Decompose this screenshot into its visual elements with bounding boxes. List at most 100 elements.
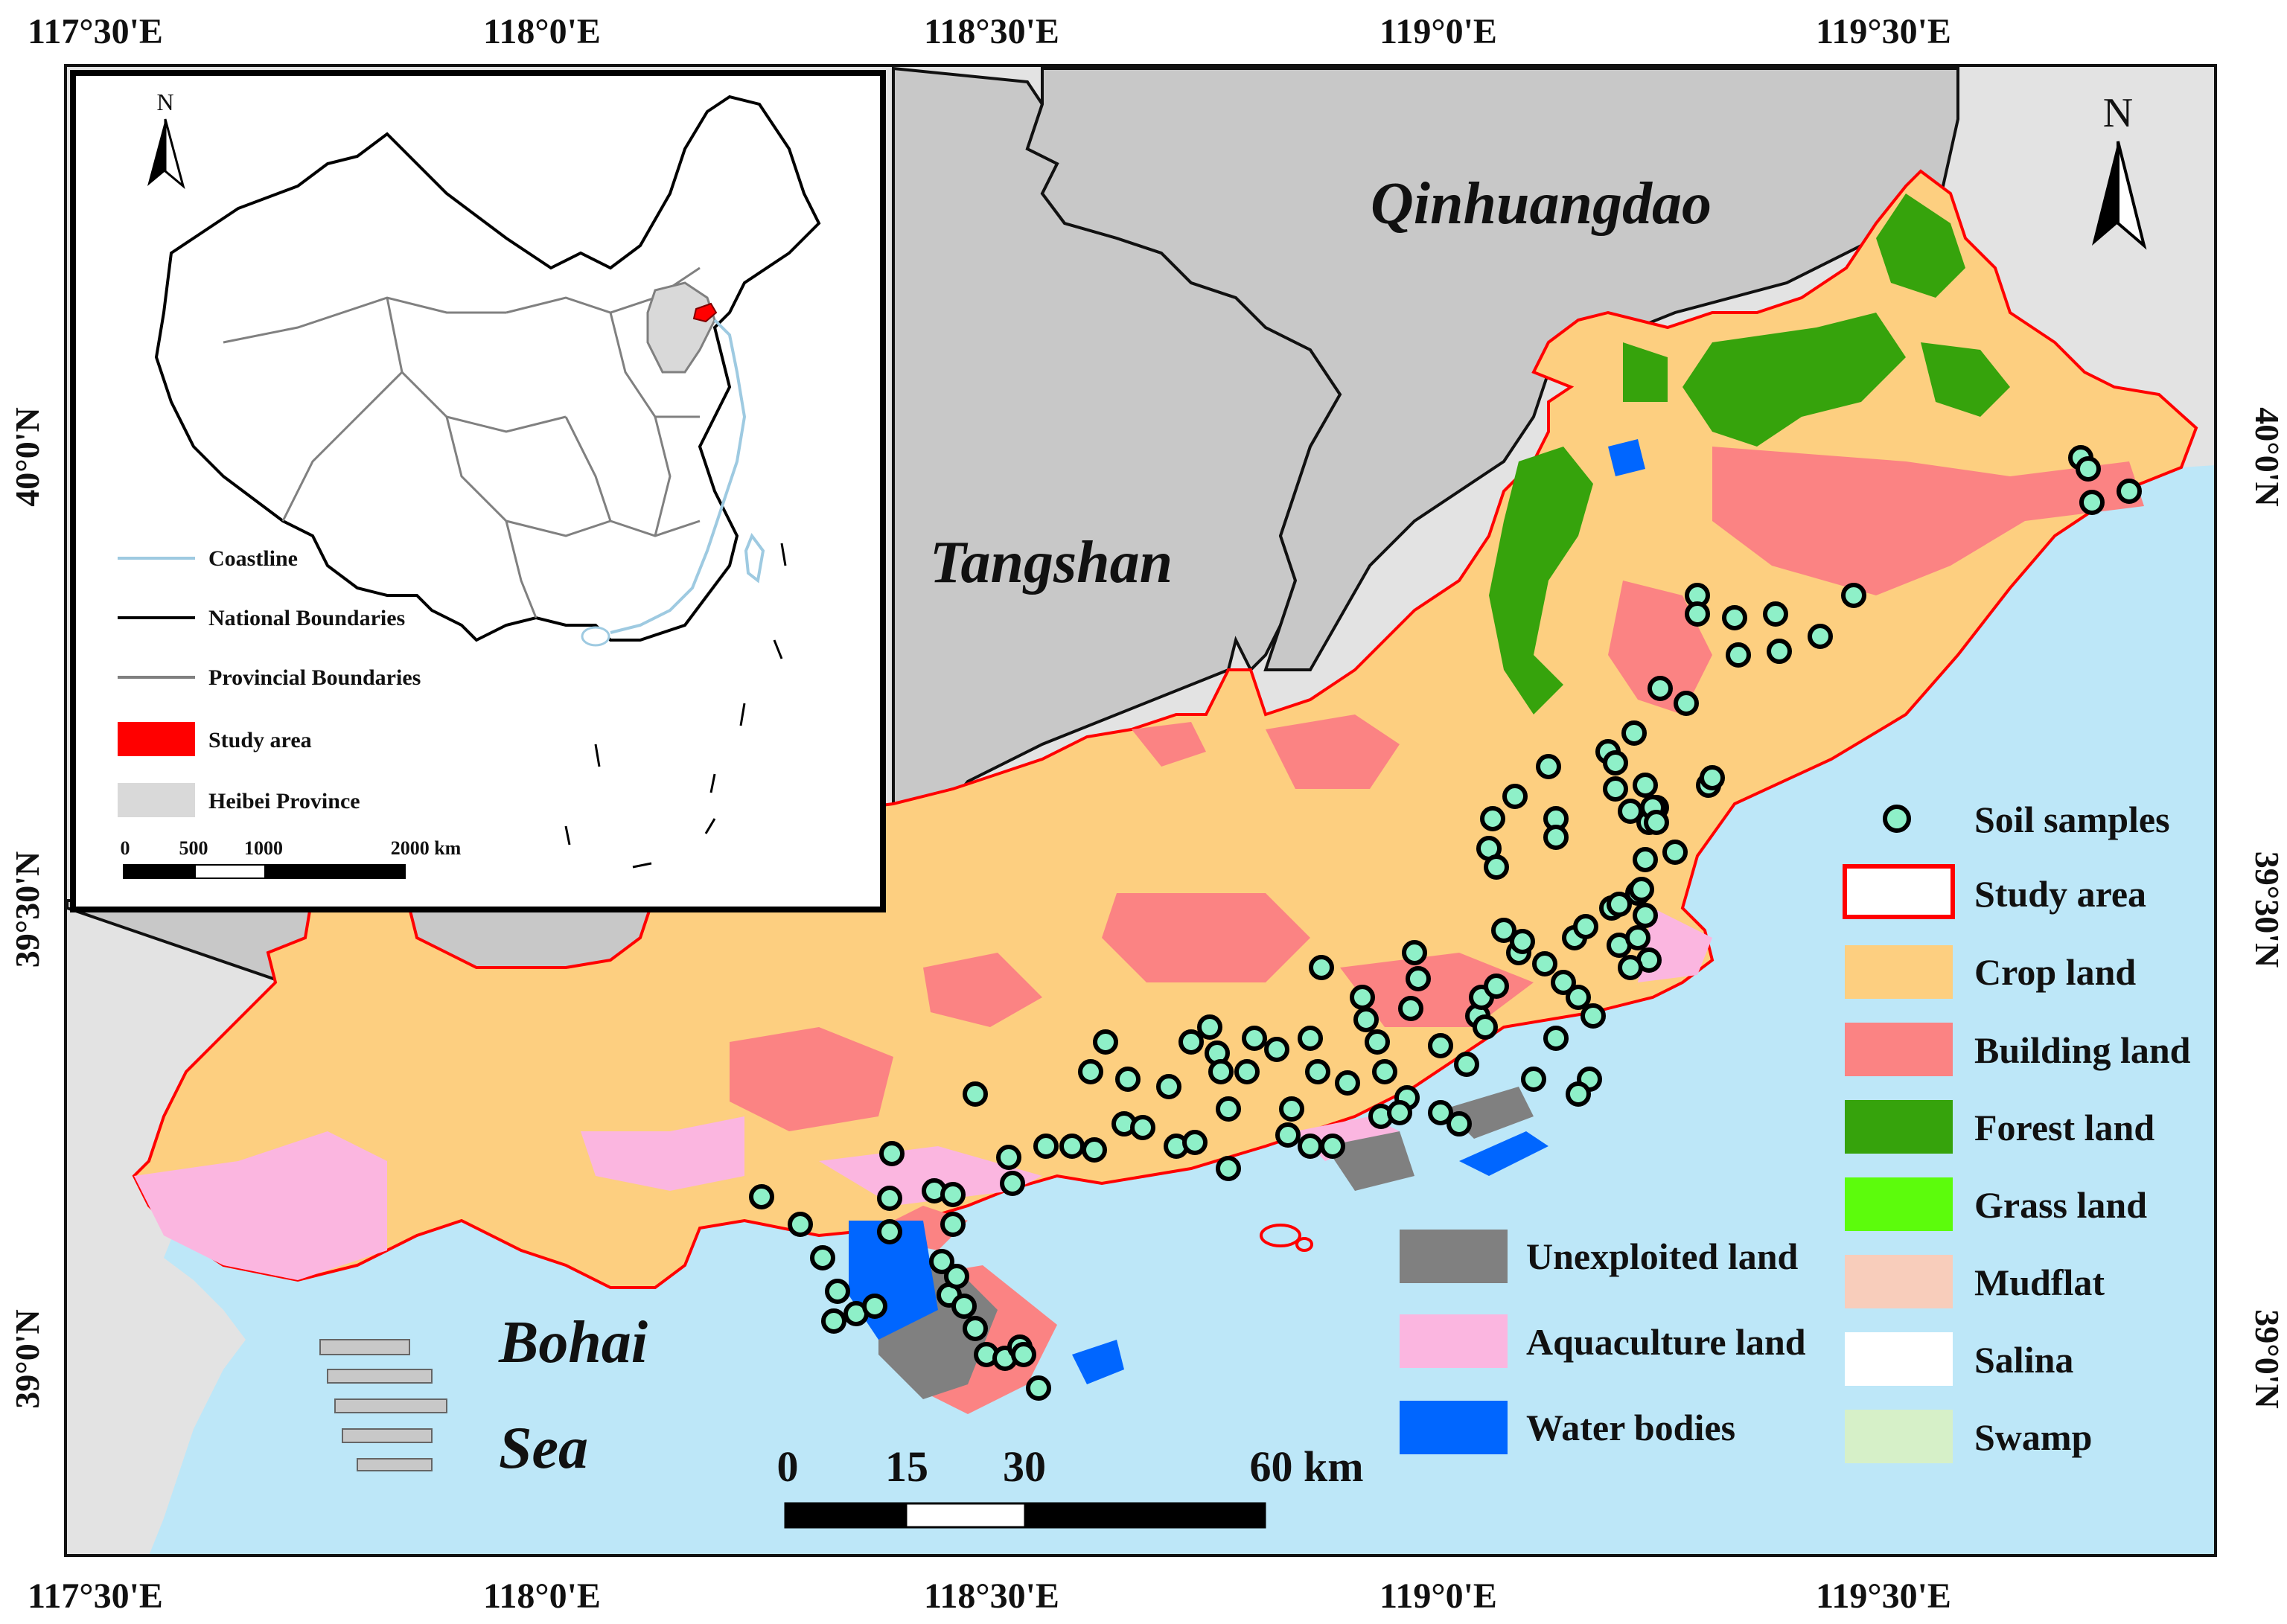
legend-swatch [1400, 1314, 1508, 1368]
place-sea: Sea [499, 1416, 588, 1481]
soil-sample-point [1059, 1134, 1085, 1159]
soil-sample-point [940, 1212, 966, 1237]
soil-sample-point [1767, 639, 1792, 664]
soil-sample-point [1320, 1134, 1345, 1159]
place-bohai: Bohai [498, 1310, 648, 1375]
soil-sample-point [1242, 1026, 1267, 1051]
soil-sample-point [1000, 1171, 1025, 1196]
legend-middle: Unexploited land Aquaculture land Water … [1400, 1230, 1806, 1454]
soil-sample-point [1510, 929, 1535, 954]
soil-sample-point [877, 1219, 902, 1244]
legend-swatch [1845, 1023, 1953, 1076]
lon-label: 119°0'E [1379, 1576, 1497, 1616]
soil-sample-point [1093, 1029, 1118, 1055]
soil-sample-point [1644, 810, 1669, 835]
soil-sample-point [1607, 892, 1632, 917]
legend-label: Forest land [1974, 1107, 2154, 1148]
soil-sample-point [1685, 601, 1710, 627]
inset-scale-seg [194, 864, 266, 879]
soil-sample-point [821, 1308, 846, 1334]
legend-label: Study area [1974, 873, 2146, 915]
inset-legend-label: Study area [208, 728, 312, 752]
soil-sample-point [1473, 1014, 1498, 1040]
soil-sample-point [1216, 1156, 1241, 1181]
hainan [581, 626, 610, 647]
hebei-legend-swatch [118, 783, 195, 817]
map-frame [64, 64, 2217, 1557]
soil-sample-point [1454, 1052, 1479, 1077]
soil-sample-point [1480, 806, 1505, 831]
soil-sample-point [1350, 985, 1375, 1010]
soil-sample-legend-icon [1883, 805, 1911, 833]
soil-sample-point [1625, 925, 1650, 950]
soil-sample-point [1398, 996, 1423, 1021]
study-area-legend-swatch [118, 722, 195, 756]
scale-seg [905, 1502, 1027, 1529]
soil-sample-point [1502, 784, 1528, 809]
soil-sample-point [749, 1184, 774, 1209]
legend-right: Soil samples Study area Crop land Buildi… [1843, 799, 2191, 1463]
inset-scale-tick: 2000 km [391, 837, 462, 859]
island [1260, 1224, 1301, 1247]
soil-sample-point [1428, 1033, 1453, 1058]
scale-seg [784, 1502, 908, 1529]
lon-label: 118°30'E [924, 12, 1059, 51]
legend-label: Water bodies [1526, 1407, 1735, 1448]
soil-sample-point [1446, 1111, 1472, 1137]
qinhuangdao-region [1025, 67, 1959, 671]
coastline [610, 319, 747, 634]
soil-sample-point [879, 1141, 905, 1166]
soil-sample-point [1618, 799, 1643, 824]
soil-sample-point [1674, 691, 1699, 716]
soil-sample-point [877, 1186, 902, 1211]
legend-label: Swamp [1974, 1416, 2092, 1458]
soil-sample-point [1402, 940, 1427, 965]
soil-sample-point [1629, 877, 1654, 902]
soil-sample-point [1633, 903, 1658, 928]
soil-sample-point [1551, 970, 1576, 995]
legend-swatch [1843, 864, 1955, 919]
inset-legend-label: Heibei Province [208, 789, 360, 813]
soil-sample-point [1726, 642, 1751, 668]
soil-sample-point [1353, 1007, 1379, 1032]
soil-sample-point [1309, 955, 1334, 980]
legend-label: Building land [1974, 1029, 2191, 1071]
inset-scale-tick: 0 [121, 837, 130, 859]
scale-tick: 0 [777, 1442, 799, 1491]
graticule-labels: 117°30'E 118°0'E 118°30'E 119°0'E 119°30… [8, 12, 2286, 1616]
place-tangshan: Tangshan [930, 530, 1173, 595]
soil-sample-point [1573, 914, 1598, 939]
lon-label: 119°30'E [1816, 1576, 1951, 1616]
soil-sample-point [1428, 1100, 1453, 1125]
study-area-inset [692, 302, 718, 323]
port-piers [319, 1339, 447, 1471]
soil-sample-point [1763, 601, 1788, 627]
soil-sample-point [1484, 974, 1509, 999]
legend-label: Unexploited land [1526, 1235, 1799, 1277]
inset-map: N Coastline National Boundaries Provinci… [70, 70, 886, 912]
lon-label: 118°30'E [924, 1576, 1059, 1616]
lat-label: 39°0'N [2248, 1309, 2286, 1408]
inset-legend-label: Provincial Boundaries [208, 665, 421, 690]
nine-dash-line [564, 543, 787, 869]
soil-sample-point [2117, 479, 2142, 504]
legend-swatch [1845, 1332, 1953, 1386]
soil-sample-point [1372, 1059, 1397, 1084]
soil-sample-point [1603, 750, 1628, 776]
legend-swatch [1845, 1410, 1953, 1463]
soil-sample-point [2079, 490, 2105, 515]
soil-sample-point [1808, 624, 1833, 649]
china-outline [154, 95, 821, 642]
soil-sample-point [1208, 1059, 1234, 1084]
soil-sample-point [944, 1264, 969, 1289]
lon-label: 117°30'E [28, 12, 163, 51]
lon-label: 119°30'E [1816, 12, 1951, 51]
inset-scale-tick: 1000 [244, 837, 283, 859]
scale-tick: 30 [1003, 1442, 1046, 1491]
soil-sample-point [1264, 1037, 1289, 1062]
soil-sample-point [1298, 1026, 1323, 1051]
inset-scale-seg [123, 864, 196, 879]
soil-sample-point [1234, 1059, 1260, 1084]
forest-land-patches [1489, 194, 2010, 715]
soil-sample-point [1130, 1115, 1155, 1140]
